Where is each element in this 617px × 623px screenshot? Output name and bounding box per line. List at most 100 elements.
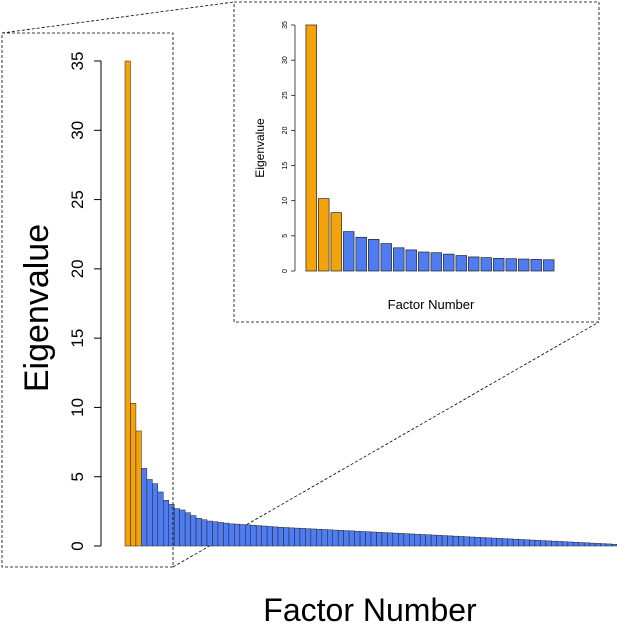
inset-bar [355, 236, 367, 272]
main-bar [299, 528, 306, 547]
main-bar [436, 535, 443, 547]
inset-bar [368, 239, 380, 272]
inset-bar [443, 253, 455, 272]
main-bar [605, 543, 612, 547]
inset-y-tick-label: 20 [282, 126, 289, 134]
inset-y-axis-title: Eigenvalue [253, 118, 267, 178]
main-y-tick-label: 25 [68, 190, 87, 209]
main-bar [480, 537, 487, 547]
inset-bar [468, 256, 480, 272]
main-bar [212, 521, 219, 547]
main-bar [195, 518, 202, 547]
inset-bar [418, 251, 430, 272]
main-bar [562, 541, 569, 547]
main-y-tick-label: 10 [68, 398, 87, 417]
main-bar [370, 531, 377, 547]
main-bar [452, 535, 459, 547]
main-x-axis-title: Factor Number [263, 592, 477, 623]
main-bar [217, 522, 224, 547]
main-bar [573, 542, 579, 547]
inset-y-tick-label: 30 [282, 56, 289, 64]
inset-y-tick-label: 10 [282, 197, 289, 205]
main-bar [234, 523, 241, 547]
inset-bar [343, 231, 355, 272]
main-bar [146, 479, 153, 547]
main-bar [392, 532, 399, 547]
main-y-axis-title: Eigenvalue [18, 224, 56, 392]
inset-y-tick-label: 15 [282, 162, 289, 170]
main-bar [589, 542, 596, 547]
main-bar [469, 536, 476, 547]
main-y-tick-label: 20 [68, 259, 87, 278]
main-bar [277, 527, 284, 547]
main-bar [179, 509, 186, 547]
main-bar [255, 525, 262, 547]
main-bar [419, 534, 426, 547]
main-bar [337, 530, 344, 547]
main-bar [534, 540, 541, 547]
main-bar [600, 543, 607, 547]
inset-bar [405, 249, 417, 272]
main-bars [124, 60, 617, 547]
main-bar [294, 527, 301, 547]
main-y-tick-label: 30 [68, 121, 87, 140]
main-bar [354, 530, 361, 547]
main-bar [578, 542, 585, 547]
main-bar [359, 531, 366, 547]
main-bar [190, 515, 197, 547]
main-y-tick-label: 15 [68, 329, 87, 348]
main-bar [512, 538, 519, 547]
main-bar [332, 529, 339, 547]
inset-bar-highlighted [318, 198, 330, 272]
main-bar [545, 540, 552, 547]
main-bar [348, 530, 355, 547]
inset-y-tick-label: 5 [282, 234, 289, 238]
main-bar [583, 542, 590, 547]
zoom-source-box [1, 32, 174, 568]
main-bar [245, 524, 251, 547]
inset-bar [493, 257, 505, 272]
main-bar [463, 536, 470, 547]
main-bar [387, 532, 394, 547]
main-bar [157, 491, 164, 547]
main-bar [430, 534, 437, 547]
main-bar [529, 539, 536, 547]
inset-bar [518, 258, 530, 272]
zoom-connector-top [1, 1, 235, 34]
main-bar [141, 468, 148, 547]
main-bar [206, 520, 213, 547]
main-bar [491, 537, 497, 547]
main-bar [223, 522, 230, 547]
main-bar [152, 483, 159, 547]
main-bar [414, 533, 421, 547]
main-bar [321, 529, 328, 547]
main-chart: 0 5 10 15 20 25 30 35 Eigenvalue Factor Number [18, 52, 617, 623]
main-bar [381, 532, 388, 547]
main-bar [551, 540, 558, 547]
main-bar [173, 508, 180, 547]
main-y-tick-label: 0 [68, 541, 87, 550]
main-bar [305, 528, 312, 547]
inset-bar [505, 258, 517, 272]
main-bar [239, 524, 246, 547]
main-bar [425, 534, 432, 547]
main-bar [496, 538, 503, 547]
main-bar [403, 533, 410, 547]
main-bar-highlighted [130, 403, 137, 547]
main-bar-highlighted [135, 430, 142, 547]
main-bar [376, 532, 383, 547]
main-y-tick-label: 35 [68, 52, 87, 71]
inset-y-axis: 0 5 10 15 20 25 30 35 [282, 21, 296, 273]
inset-bar [530, 259, 542, 272]
inset-bar [393, 247, 405, 272]
inset-bar [543, 259, 555, 272]
main-bar [398, 533, 405, 547]
main-bar [447, 535, 454, 547]
main-bar [343, 530, 350, 547]
main-bar [288, 527, 295, 547]
main-bar [310, 528, 317, 547]
main-bar [409, 533, 415, 547]
inset-bar [455, 255, 467, 272]
main-bar [540, 540, 547, 547]
